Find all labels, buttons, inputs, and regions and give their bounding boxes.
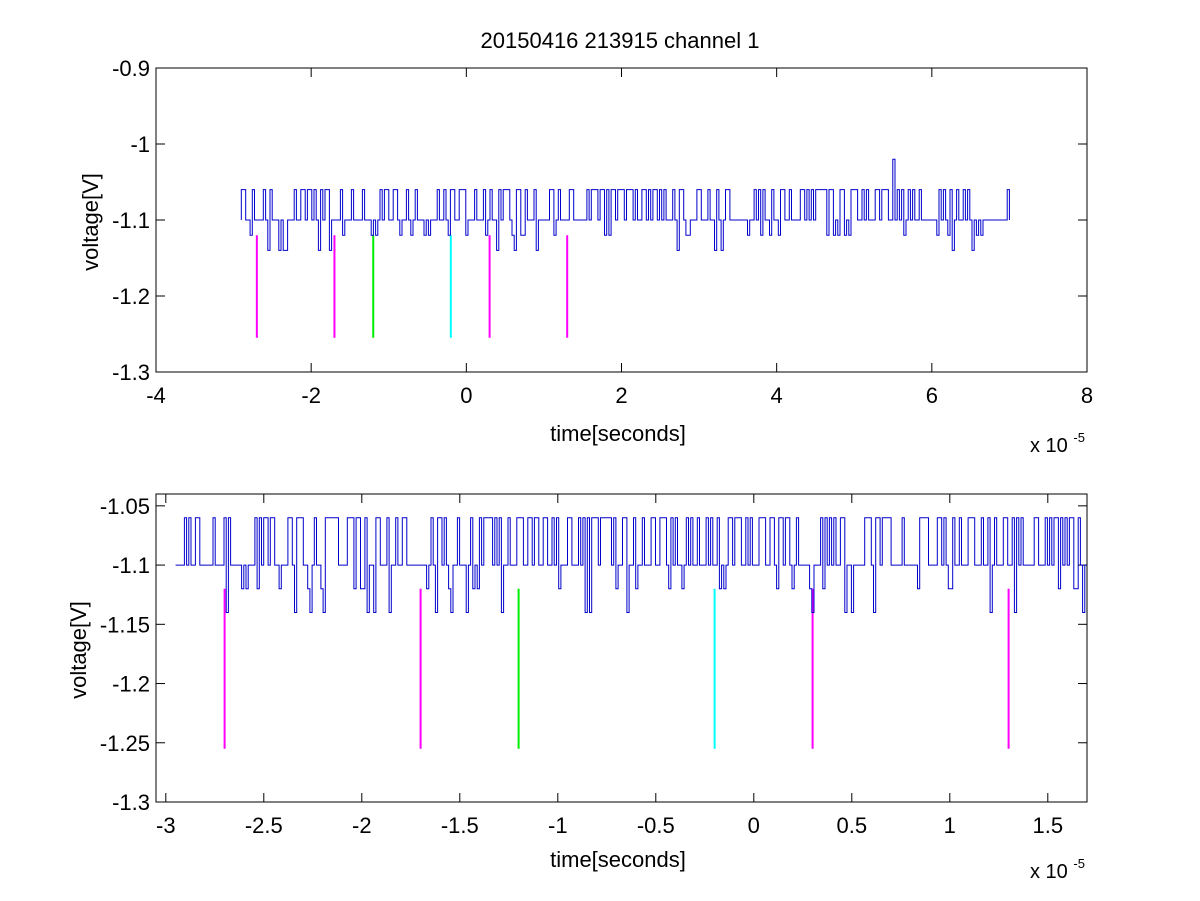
bottom-x-axis-label: time[seconds] bbox=[550, 847, 686, 872]
top-x-multiplier-base: x 10 bbox=[1030, 435, 1068, 457]
chart-title: 20150416 213915 channel 1 bbox=[481, 28, 760, 53]
bottom-y-axis-label: voltage[V] bbox=[66, 601, 91, 699]
top-y-tick-label: -1.2 bbox=[112, 284, 150, 309]
bottom-y-tick-label: -1.2 bbox=[112, 672, 150, 697]
bottom-x-multiplier-base: x 10 bbox=[1030, 861, 1068, 883]
bottom-voltage-trace bbox=[175, 517, 1087, 613]
bottom-x-tick-label: 0.5 bbox=[837, 813, 868, 838]
top-x-multiplier-exponent: -5 bbox=[1073, 430, 1085, 445]
top-y-tick-label: -1 bbox=[130, 132, 150, 157]
bottom-y-tick-label: -1.1 bbox=[112, 553, 150, 578]
top-event-markers bbox=[255, 235, 569, 338]
top-x-axis-label: time[seconds] bbox=[550, 421, 686, 446]
bottom-y-tick-label: -1.15 bbox=[100, 612, 150, 637]
bottom-axes-box bbox=[155, 493, 1088, 803]
top-y-tick-label: -1.1 bbox=[112, 208, 150, 233]
bottom-x-tick-label: -1 bbox=[548, 813, 568, 838]
top-y-axis-label: voltage[V] bbox=[78, 173, 103, 271]
bottom-y-tick-label: -1.25 bbox=[100, 731, 150, 756]
bottom-x-tick-label: -1.5 bbox=[441, 813, 479, 838]
top-x-tick-label: 0 bbox=[460, 383, 472, 408]
bottom-x-multiplier-exponent: -5 bbox=[1073, 856, 1085, 871]
bottom-x-multiplier: x 10 -5 bbox=[1030, 856, 1085, 883]
top-x-multiplier: x 10 -5 bbox=[1030, 430, 1085, 457]
bottom-x-ticks: -3 -2.5 -2 -1.5 -1 -0.5 0 0.5 1 1.5 bbox=[156, 494, 1063, 838]
top-y-tick-label: -1.3 bbox=[112, 360, 150, 385]
bottom-event-markers bbox=[223, 588, 1010, 749]
bottom-x-tick-label: -2 bbox=[352, 813, 372, 838]
bottom-y-tick-label: -1.05 bbox=[100, 494, 150, 519]
bottom-x-tick-label: 1 bbox=[944, 813, 956, 838]
bottom-x-tick-label: 1.5 bbox=[1033, 813, 1064, 838]
top-x-tick-label: 4 bbox=[771, 383, 783, 408]
bottom-x-tick-label: 0 bbox=[748, 813, 760, 838]
top-panel: 20150416 213915 channel 1 voltage[V] tim… bbox=[78, 28, 1093, 457]
top-x-tick-label: 8 bbox=[1081, 383, 1093, 408]
top-voltage-trace bbox=[240, 158, 1010, 251]
top-x-ticks: -4 -2 0 2 4 6 8 bbox=[146, 68, 1093, 408]
top-x-tick-label: -2 bbox=[301, 383, 321, 408]
top-x-tick-label: 2 bbox=[615, 383, 627, 408]
top-axes-box bbox=[155, 67, 1088, 373]
top-y-ticks: -1.3 -1.2 -1.1 -1 -0.9 bbox=[112, 56, 1087, 385]
bottom-y-tick-label: -1.3 bbox=[112, 790, 150, 815]
bottom-x-tick-label: -2.5 bbox=[245, 813, 283, 838]
bottom-x-tick-label: -0.5 bbox=[637, 813, 675, 838]
bottom-x-tick-label: -3 bbox=[156, 813, 176, 838]
bottom-panel: voltage[V] time[seconds] x 10 -5 -3 -2.5-… bbox=[66, 493, 1088, 883]
top-x-tick-label: 6 bbox=[926, 383, 938, 408]
top-y-tick-label: -0.9 bbox=[112, 56, 150, 81]
top-x-tick-label: -4 bbox=[146, 383, 166, 408]
bottom-y-ticks: -1.3 -1.25 -1.2 -1.15 -1.1 -1.05 bbox=[100, 494, 1087, 815]
